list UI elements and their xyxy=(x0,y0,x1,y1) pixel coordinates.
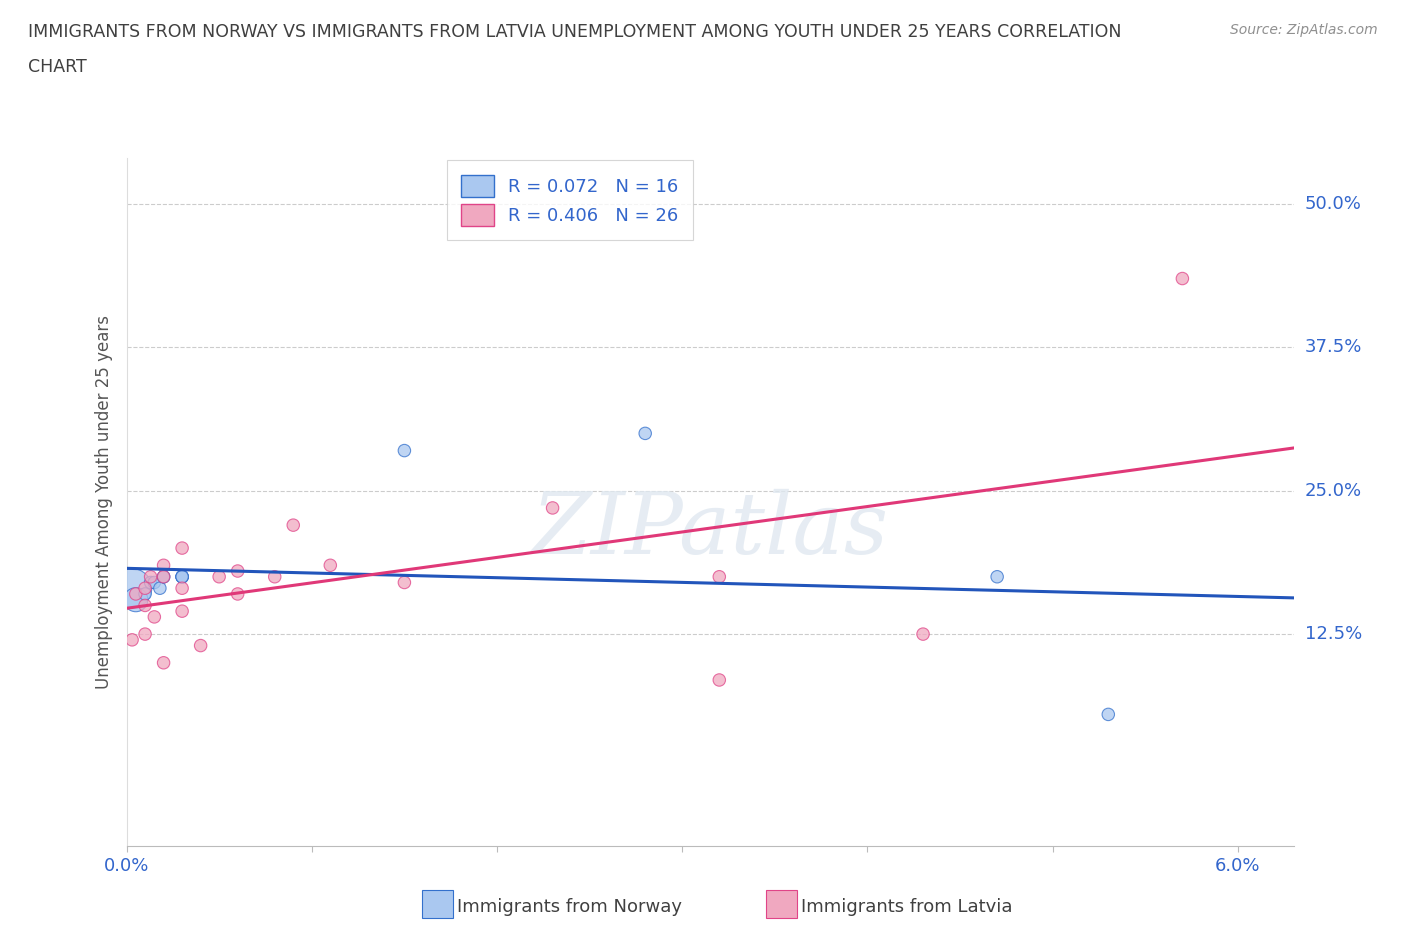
Point xyxy=(394,575,416,590)
Point xyxy=(139,575,162,590)
Point xyxy=(283,518,305,533)
Point xyxy=(125,592,148,607)
Text: IMMIGRANTS FROM NORWAY VS IMMIGRANTS FROM LATVIA UNEMPLOYMENT AMONG YOUTH UNDER : IMMIGRANTS FROM NORWAY VS IMMIGRANTS FRO… xyxy=(28,23,1122,41)
Point xyxy=(986,569,1008,584)
Point xyxy=(121,632,143,647)
Point xyxy=(912,627,935,642)
Point xyxy=(172,540,194,555)
Text: CHART: CHART xyxy=(28,58,87,75)
Point xyxy=(152,558,174,573)
Text: Source: ZipAtlas.com: Source: ZipAtlas.com xyxy=(1230,23,1378,37)
Point xyxy=(152,656,174,671)
Point xyxy=(319,558,342,573)
Point xyxy=(172,569,194,584)
Point xyxy=(134,598,156,613)
Point xyxy=(226,564,249,578)
Point xyxy=(709,569,731,584)
Point xyxy=(263,569,285,584)
Y-axis label: Unemployment Among Youth under 25 years: Unemployment Among Youth under 25 years xyxy=(94,315,112,689)
Point xyxy=(709,672,731,687)
Point xyxy=(152,569,174,584)
Point xyxy=(634,426,657,441)
Point xyxy=(226,587,249,602)
Text: ZIPatlas: ZIPatlas xyxy=(531,488,889,571)
Point xyxy=(541,500,564,515)
Point xyxy=(134,627,156,642)
Point xyxy=(143,609,166,624)
Point xyxy=(394,444,416,458)
Point xyxy=(172,569,194,584)
Point xyxy=(208,569,231,584)
Legend: R = 0.072   N = 16, R = 0.406   N = 26: R = 0.072 N = 16, R = 0.406 N = 26 xyxy=(447,160,693,241)
Point xyxy=(125,587,148,602)
Point xyxy=(139,569,162,584)
Point xyxy=(1171,272,1194,286)
Point xyxy=(190,638,212,653)
Text: Immigrants from Norway: Immigrants from Norway xyxy=(457,897,682,916)
Text: Immigrants from Latvia: Immigrants from Latvia xyxy=(801,897,1012,916)
Point xyxy=(1097,707,1119,722)
Point xyxy=(134,580,156,596)
Point xyxy=(152,569,174,584)
Point xyxy=(152,569,174,584)
Point xyxy=(172,569,194,584)
Point xyxy=(172,604,194,618)
Point xyxy=(134,587,156,602)
Point xyxy=(143,575,166,590)
Point xyxy=(172,580,194,596)
Point xyxy=(121,580,143,596)
Point xyxy=(149,580,172,596)
Point xyxy=(172,569,194,584)
